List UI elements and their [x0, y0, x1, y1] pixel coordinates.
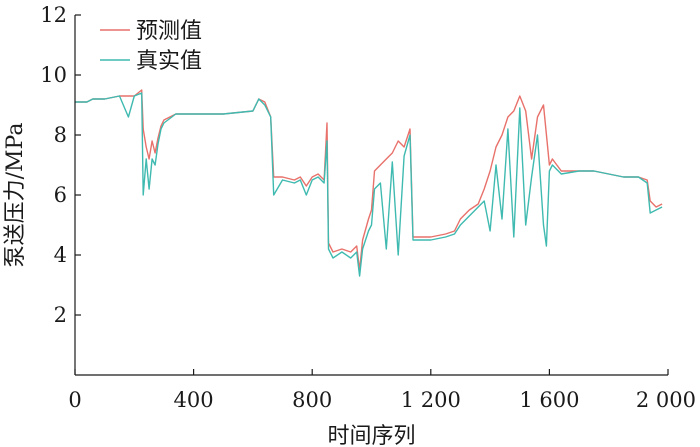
series-line-1	[75, 92, 663, 277]
x-ticks: 0 400 800 1 200 1 600 2 000	[68, 369, 696, 412]
y-tick-label: 4	[54, 243, 67, 267]
y-tick-label: 12	[40, 3, 67, 27]
x-tick-label: 2 000	[636, 388, 696, 412]
y-tick-label: 10	[40, 63, 67, 87]
legend-label-actual: 真实值	[136, 49, 202, 74]
y-ticks: 2 4 6 8 10 12	[40, 3, 81, 327]
y-axis-label: 泵送压力/MPa	[3, 123, 28, 268]
y-tick-label: 8	[54, 123, 67, 147]
y-tick-label: 2	[54, 303, 67, 327]
legend-label-predicted: 预测值	[136, 19, 202, 44]
legend: 预测值 真实值	[100, 19, 202, 74]
x-tick-label: 800	[292, 388, 332, 412]
x-tick-label: 400	[174, 388, 214, 412]
x-tick-label: 0	[68, 388, 81, 412]
series-layer	[75, 89, 663, 277]
x-tick-label: 1 600	[519, 388, 579, 412]
y-tick-label: 6	[54, 183, 67, 207]
x-tick-label: 1 200	[401, 388, 461, 412]
series-line-0	[75, 89, 663, 271]
x-axis-label: 时间序列	[327, 424, 415, 447]
